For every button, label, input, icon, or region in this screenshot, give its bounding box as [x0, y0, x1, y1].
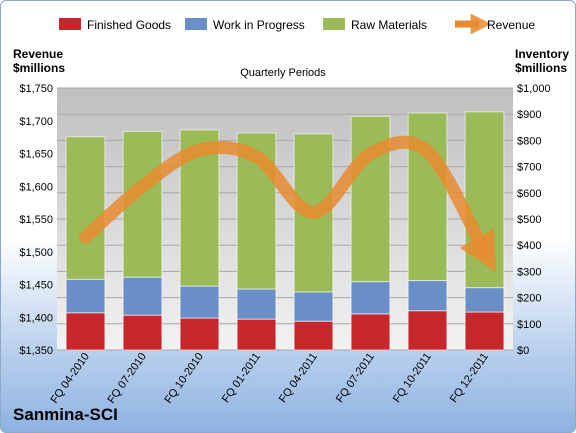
- x-tick-label: FQ 04-2011: [277, 351, 320, 405]
- legend: Finished Goods Work in Progress Raw Materi…: [59, 13, 535, 35]
- legend-label: Work in Progress: [213, 18, 305, 32]
- legend-item-work-in-progress: Work in Progress: [185, 18, 305, 32]
- legend-label: Finished Goods: [87, 18, 171, 32]
- x-tick-label: FQ 04-2010: [48, 351, 92, 406]
- left-tick-label: $1,400: [19, 312, 53, 324]
- legend-swatch: [185, 18, 207, 30]
- left-tick-label: $1,700: [19, 116, 53, 128]
- bar-work-in-progress: [407, 280, 448, 312]
- left-tick-label: $1,500: [19, 247, 53, 259]
- bar-finished-goods: [407, 310, 448, 351]
- right-tick-label: $100: [517, 319, 541, 331]
- bar-raw-materials: [464, 111, 505, 289]
- revenue-line: [79, 135, 497, 273]
- left-axis-ticks: $1,350 $1,400 $1,450 $1,500 $1,550 $1,600 $1,6…: [19, 83, 53, 357]
- bar-finished-goods: [293, 320, 334, 351]
- bar-raw-materials: [65, 136, 106, 280]
- right-tick-label: $500: [517, 214, 541, 226]
- chart-subtitle: Quarterly Periods: [240, 67, 326, 79]
- legend-item-raw-materials: Raw Materials: [323, 18, 427, 32]
- legend-item-finished-goods: Finished Goods: [59, 18, 171, 32]
- right-tick-label: $900: [517, 109, 541, 121]
- bar-finished-goods: [236, 318, 277, 351]
- bar-work-in-progress: [179, 285, 220, 319]
- right-axis-title: Inventory $millions: [515, 47, 569, 75]
- right-axis-title-line1: Inventory: [515, 47, 570, 61]
- bar-work-in-progress: [350, 281, 391, 315]
- bar-finished-goods: [464, 311, 505, 351]
- left-tick-label: $1,600: [19, 181, 53, 193]
- bar-finished-goods: [122, 314, 163, 351]
- company-name: Sanmina-SCI: [13, 405, 118, 424]
- bar-work-in-progress: [236, 288, 277, 320]
- bar-work-in-progress: [122, 276, 163, 316]
- revenue-line-path: [79, 135, 497, 273]
- x-axis-ticks: FQ 04-2010 FQ 07-2010 FQ 10-2010 FQ 01-2011…: [48, 351, 491, 406]
- right-tick-label: $800: [517, 135, 541, 147]
- right-tick-label: $400: [517, 240, 541, 252]
- bar-work-in-progress: [65, 278, 106, 314]
- legend-label: Raw Materials: [351, 18, 427, 32]
- bars: [65, 111, 505, 351]
- legend-label: Revenue: [487, 18, 535, 32]
- right-tick-label: $1,000: [517, 83, 551, 95]
- x-tick-label: FQ 07-2010: [105, 351, 149, 406]
- bar-work-in-progress: [464, 287, 505, 313]
- bar-finished-goods: [65, 312, 106, 351]
- right-axis-ticks: $0 $100 $200 $300 $400 $500 $600 $700 $800 $900 $1…: [517, 83, 551, 357]
- left-axis-title-line2: $millions: [13, 61, 66, 75]
- bar-work-in-progress: [293, 291, 334, 322]
- x-tick-label: FQ 10-2011: [391, 351, 434, 405]
- right-axis-title-line2: $millions: [515, 61, 568, 75]
- legend-item-revenue: Revenue: [455, 13, 535, 35]
- legend-swatch: [59, 18, 81, 30]
- left-axis-title: Revenue $millions: [13, 47, 65, 75]
- x-tick-label: FQ 10-2010: [162, 351, 206, 406]
- x-tick-label: FQ 07-2011: [334, 351, 377, 405]
- left-tick-label: $1,550: [19, 214, 53, 226]
- left-tick-label: $1,350: [19, 345, 53, 357]
- bar-finished-goods: [350, 313, 391, 351]
- right-tick-label: $700: [517, 162, 541, 174]
- left-axis-title-line1: Revenue: [13, 47, 64, 61]
- left-tick-label: $1,450: [19, 280, 53, 292]
- x-tick-label: FQ 01-2011: [220, 351, 263, 405]
- left-tick-label: $1,650: [19, 149, 53, 161]
- legend-swatch: [323, 18, 345, 30]
- bar-finished-goods: [179, 317, 220, 351]
- left-tick-label: $1,750: [19, 83, 53, 95]
- right-tick-label: $200: [517, 293, 541, 305]
- x-tick-label: FQ 12-2011: [448, 351, 491, 405]
- right-tick-label: $600: [517, 188, 541, 200]
- right-tick-label: $0: [517, 345, 529, 357]
- right-tick-label: $300: [517, 266, 541, 278]
